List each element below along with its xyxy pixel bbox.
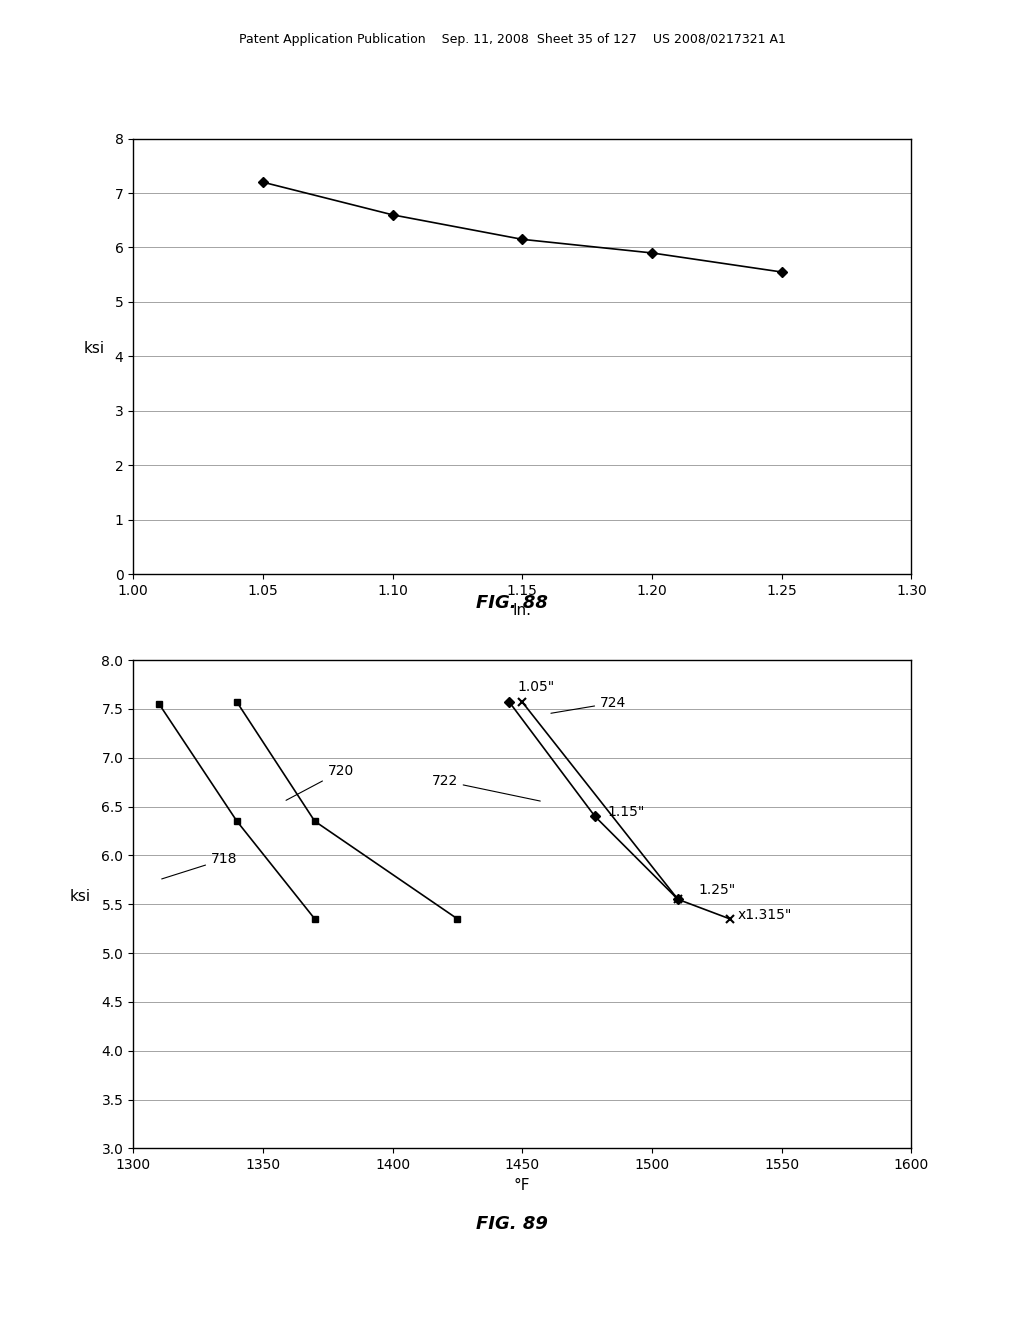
Text: Patent Application Publication    Sep. 11, 2008  Sheet 35 of 127    US 2008/0217: Patent Application Publication Sep. 11, … (239, 33, 785, 46)
Text: x1.315": x1.315" (737, 908, 792, 921)
Y-axis label: ksi: ksi (70, 890, 91, 904)
Text: FIG. 88: FIG. 88 (476, 594, 548, 612)
Text: 718: 718 (162, 853, 238, 879)
Y-axis label: ksi: ksi (83, 342, 104, 356)
Text: 722: 722 (431, 774, 541, 801)
Text: 1.05": 1.05" (517, 680, 554, 694)
Text: FIG. 89: FIG. 89 (476, 1214, 548, 1233)
Text: 724: 724 (551, 696, 627, 713)
Text: 1.25": 1.25" (698, 883, 736, 898)
Text: 720: 720 (286, 764, 354, 800)
X-axis label: °F: °F (514, 1177, 530, 1193)
Text: 1.15": 1.15" (608, 805, 645, 820)
X-axis label: In.: In. (513, 603, 531, 619)
